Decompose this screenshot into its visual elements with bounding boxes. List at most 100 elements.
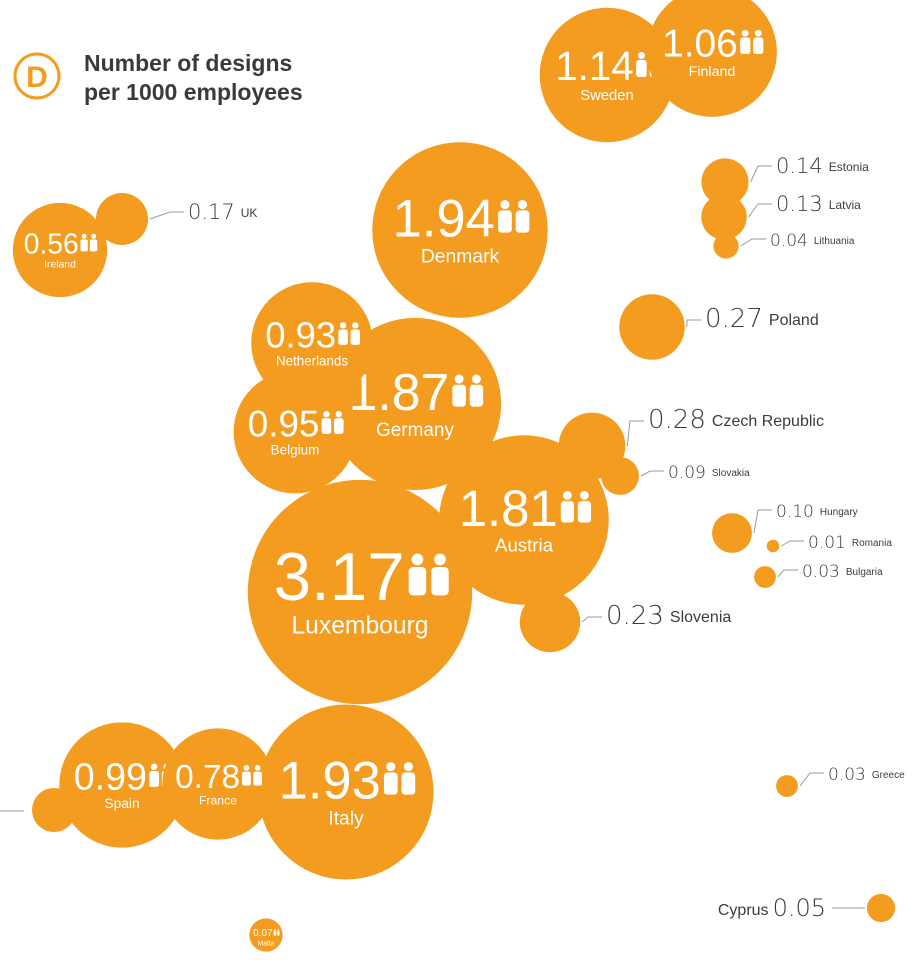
bubble-mark-denmark [372,142,548,318]
value-label: 0.23 [606,601,664,631]
chart-title-line-1: Number of designs [84,50,292,76]
value-label: 0.01 [808,533,846,553]
value-label: 0.03 [828,765,866,785]
bubble-latvia: 0.13 Latvia [701,192,861,240]
bubble-mark-italy [258,704,434,880]
country-label: Bulgaria [846,567,883,578]
leader-line [748,203,772,218]
people-icon [408,553,449,596]
bubble-mark-netherlands [251,282,373,404]
bubble-hungary: 0.10 Hungary [712,502,858,553]
country-label: Poland [769,312,819,329]
country-label: Slovakia [712,468,750,479]
leader-line [777,569,798,578]
bubble-mark-poland [619,294,685,360]
value-label: 0.78 [175,759,240,796]
people-icon [383,762,416,795]
logo-icon [13,52,61,100]
value-label: 0.17 [188,200,235,224]
bubble-mark-austria [439,435,609,605]
value-label: 1.06 [662,23,738,66]
value-label: 1.87 [349,363,450,421]
people-icon [338,322,361,345]
country-label: Spain [104,796,139,811]
country-label: Estonia [829,160,869,174]
bubble-mark-luxembourg [247,479,473,705]
bubble-uk: 0.17 UK [96,193,257,245]
value-label: 1.94 [392,189,494,248]
bubble-mark-estonia [701,158,749,206]
bubble-slovakia: 0.09 Slovakia [601,457,750,495]
country-label: Czech Republic [712,413,824,430]
value-label: 1.14 [555,43,634,89]
country-label: Cyprus [718,902,769,919]
value-label: 0.56 [24,227,79,259]
leader-line [686,319,701,328]
bubble-mark-spain [59,722,185,848]
bubble-mark-slovenia [519,591,581,653]
value-label: 0.95 [248,403,320,444]
leader-line [149,211,184,220]
people-icon [321,410,344,434]
leader-line [750,165,772,183]
chart-header: D Number of designs per 1000 employees [13,50,303,105]
value-label: 0.13 [776,192,823,216]
value-label: 0.10 [776,502,814,522]
bubble-mark-greece [776,775,798,797]
value-label: 3.17 [274,540,405,615]
bubble-romania: 0.01 Romania [766,533,892,553]
bubble-mark-germany [328,317,502,491]
bubble-bulgaria: 0.03 Bulgaria [754,562,883,588]
country-label: Latvia [829,198,861,212]
people-icon [80,233,98,252]
country-label: Sweden [580,88,633,104]
country-label: Ireland [44,259,76,270]
leader-line [640,470,664,477]
edge-bubble-mark [32,788,76,832]
value-label: 0.04 [770,231,808,251]
bubble-mark-lithuania [713,233,739,259]
people-icon [560,491,592,523]
bubble-mark-finland [647,0,777,117]
value-label: 0.14 [776,154,823,178]
value-label: 0.05 [773,894,826,922]
country-label: Romania [852,538,892,549]
leader-line [740,238,766,247]
value-label: 0.99 [74,756,147,798]
country-label: UK [241,206,258,220]
chart-title-line-2: per 1000 employees [84,79,303,105]
country-label: Netherlands [276,353,348,368]
value-label: 0.07 [253,928,273,939]
country-label: Slovenia [670,609,731,626]
people-icon [740,29,764,54]
bubble-greece: 0.03 Greece [776,765,905,797]
bubble-mark-ireland [12,202,108,298]
value-label: 1.93 [279,751,381,810]
bubble-mark-malta [249,918,283,952]
value-label: 0.09 [668,463,706,483]
bubble-mark-sweden [539,7,675,143]
country-label: Belgium [271,443,320,458]
leader-line [581,616,602,623]
bubble-mark-hungary [712,513,752,553]
country-label: Austria [495,534,554,555]
country-label: Denmark [421,246,500,267]
leader-line [781,540,804,547]
bubble-mark-france [162,728,274,840]
people-icon [242,764,263,786]
bubble-estonia: 0.14 Estonia [701,154,869,206]
value-label: 0.27 [705,304,763,334]
people-icon [273,929,280,936]
bubble-mark-cyprus [866,893,896,923]
bubble-slovenia: 0.23 Slovenia [519,591,731,653]
